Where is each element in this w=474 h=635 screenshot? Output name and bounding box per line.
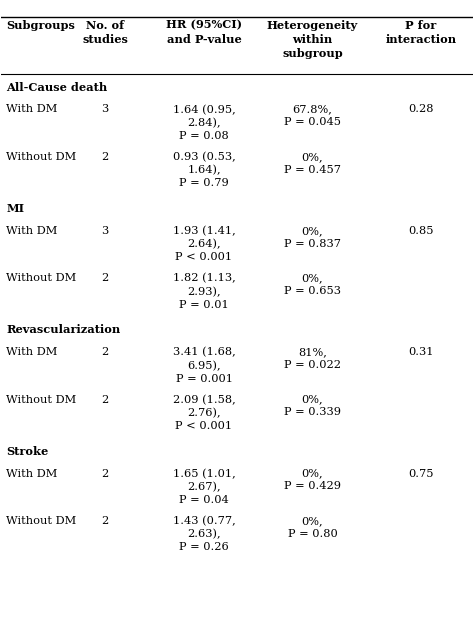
Text: With DM: With DM [6, 226, 57, 236]
Text: With DM: With DM [6, 347, 57, 358]
Text: With DM: With DM [6, 104, 57, 114]
Text: 3: 3 [101, 104, 109, 114]
Text: Without DM: Without DM [6, 273, 76, 283]
Text: 0.75: 0.75 [408, 469, 434, 479]
Text: 0%,
P = 0.80: 0%, P = 0.80 [288, 516, 337, 539]
Text: 2: 2 [101, 469, 109, 479]
Text: 2: 2 [101, 394, 109, 404]
Text: 0.28: 0.28 [408, 104, 434, 114]
Text: 67.8%,
P = 0.045: 67.8%, P = 0.045 [284, 104, 341, 127]
Text: 2: 2 [101, 516, 109, 526]
Text: 0.85: 0.85 [408, 226, 434, 236]
Text: 2.09 (1.58,
2.76),
P < 0.001: 2.09 (1.58, 2.76), P < 0.001 [173, 394, 236, 431]
Text: 0%,
P = 0.339: 0%, P = 0.339 [284, 394, 341, 417]
Text: 0%,
P = 0.429: 0%, P = 0.429 [284, 469, 341, 491]
Text: 1.93 (1.41,
2.64),
P < 0.001: 1.93 (1.41, 2.64), P < 0.001 [173, 226, 236, 262]
Text: Heterogeneity
within
subgroup: Heterogeneity within subgroup [267, 20, 358, 59]
Text: Revascularization: Revascularization [6, 324, 120, 335]
Text: 2: 2 [101, 152, 109, 162]
Text: All-Cause death: All-Cause death [6, 82, 107, 93]
Text: 3: 3 [101, 226, 109, 236]
Text: 0%,
P = 0.457: 0%, P = 0.457 [284, 152, 341, 175]
Text: 2: 2 [101, 347, 109, 358]
Text: No. of
studies: No. of studies [82, 20, 128, 45]
Text: Without DM: Without DM [6, 394, 76, 404]
Text: HR (95%CI)
and P-value: HR (95%CI) and P-value [166, 20, 242, 45]
Text: 3.41 (1.68,
6.95),
P = 0.001: 3.41 (1.68, 6.95), P = 0.001 [173, 347, 236, 384]
Text: 1.64 (0.95,
2.84),
P = 0.08: 1.64 (0.95, 2.84), P = 0.08 [173, 104, 236, 141]
Text: 0.93 (0.53,
1.64),
P = 0.79: 0.93 (0.53, 1.64), P = 0.79 [173, 152, 236, 188]
Text: 0.31: 0.31 [408, 347, 434, 358]
Text: 81%,
P = 0.022: 81%, P = 0.022 [284, 347, 341, 370]
Text: MI: MI [6, 203, 24, 214]
Text: 1.43 (0.77,
2.63),
P = 0.26: 1.43 (0.77, 2.63), P = 0.26 [173, 516, 236, 552]
Text: P for
interaction: P for interaction [385, 20, 456, 45]
Text: Stroke: Stroke [6, 446, 48, 457]
Text: 1.82 (1.13,
2.93),
P = 0.01: 1.82 (1.13, 2.93), P = 0.01 [173, 273, 236, 310]
Text: 0%,
P = 0.653: 0%, P = 0.653 [284, 273, 341, 296]
Text: Without DM: Without DM [6, 516, 76, 526]
Text: Subgroups: Subgroups [6, 20, 75, 30]
Text: With DM: With DM [6, 469, 57, 479]
Text: Without DM: Without DM [6, 152, 76, 162]
Text: 0%,
P = 0.837: 0%, P = 0.837 [284, 226, 341, 249]
Text: 1.65 (1.01,
2.67),
P = 0.04: 1.65 (1.01, 2.67), P = 0.04 [173, 469, 236, 505]
Text: 2: 2 [101, 273, 109, 283]
